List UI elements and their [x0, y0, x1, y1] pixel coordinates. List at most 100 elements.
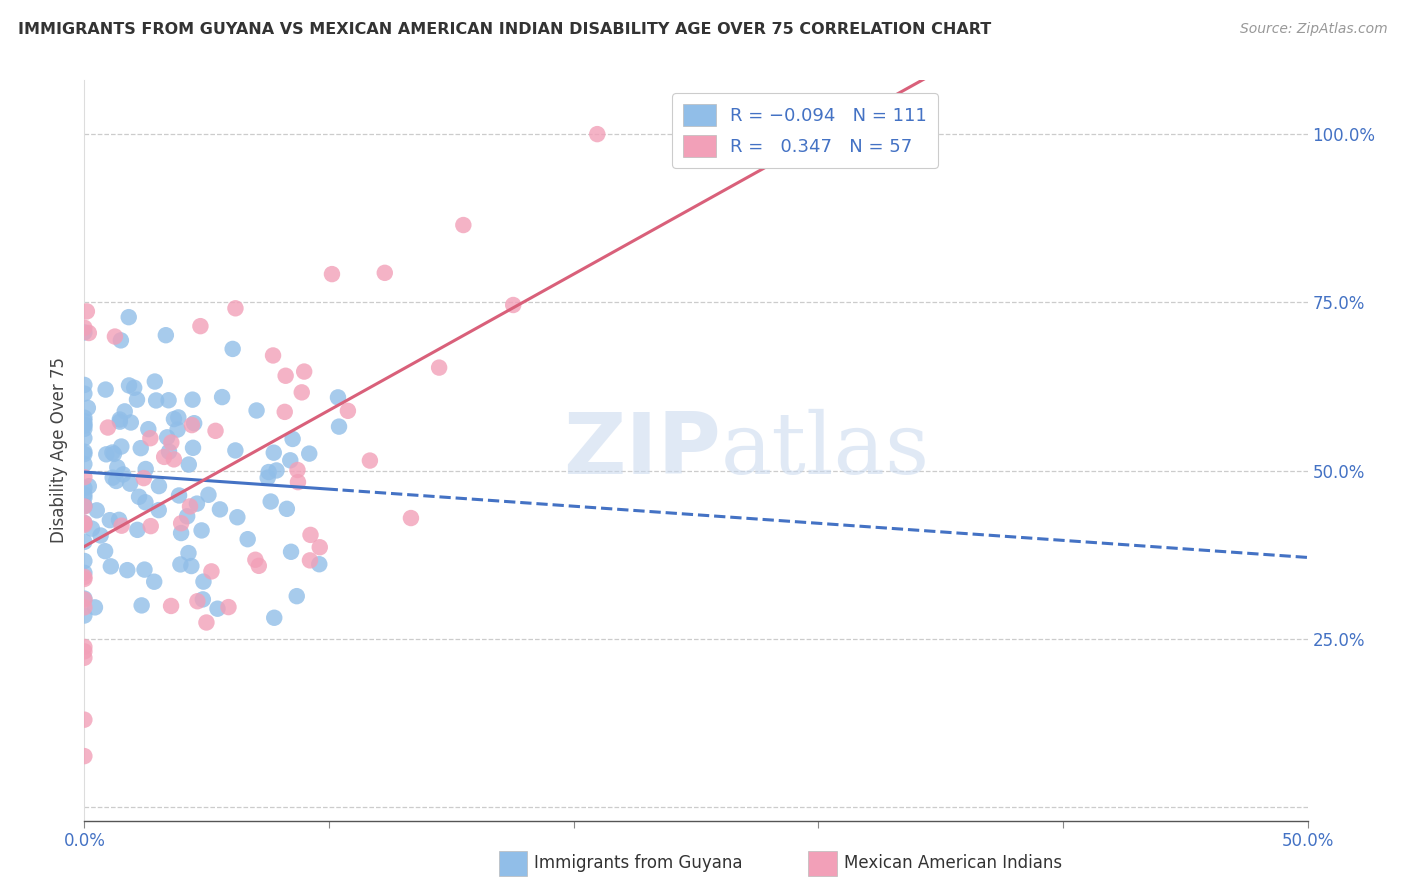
Point	[359, 453, 381, 467]
Point	[256, 471, 278, 485]
Point	[73, 566, 96, 580]
Point	[167, 488, 190, 502]
Point	[208, 502, 231, 516]
Point	[177, 458, 200, 472]
Point	[169, 558, 191, 572]
Point	[73, 320, 96, 334]
Point	[200, 565, 222, 579]
Point	[180, 418, 202, 433]
Text: atlas: atlas	[720, 409, 929, 492]
Point	[453, 218, 475, 232]
Point	[257, 465, 280, 479]
Point	[245, 553, 267, 567]
Point	[195, 615, 218, 630]
Point	[287, 463, 309, 477]
Point	[73, 516, 96, 530]
Point	[73, 386, 96, 401]
Point	[73, 500, 96, 514]
Point	[128, 490, 150, 504]
Point	[80, 522, 103, 536]
Y-axis label: Disability Age Over 75: Disability Age Over 75	[51, 358, 69, 543]
Legend: R = −0.094   N = 111, R =   0.347   N = 57: R = −0.094 N = 111, R = 0.347 N = 57	[672, 93, 938, 168]
Point	[90, 528, 112, 542]
Point	[73, 499, 96, 513]
Point	[129, 441, 152, 455]
Point	[110, 334, 132, 348]
Point	[427, 360, 450, 375]
Point	[336, 404, 359, 418]
Point	[73, 640, 96, 654]
Point	[98, 513, 121, 527]
Point	[247, 558, 270, 573]
Point	[285, 589, 308, 603]
Point	[118, 378, 141, 392]
Point	[134, 563, 156, 577]
Point	[73, 481, 96, 495]
Point	[274, 368, 297, 383]
Point	[179, 500, 201, 514]
Point	[328, 419, 350, 434]
Point	[207, 601, 229, 615]
Point	[224, 301, 246, 316]
Point	[163, 412, 186, 426]
Text: Source: ZipAtlas.com: Source: ZipAtlas.com	[1240, 22, 1388, 37]
Text: Immigrants from Guyana: Immigrants from Guyana	[534, 855, 742, 872]
Point	[73, 410, 96, 425]
Point	[77, 479, 100, 493]
Point	[125, 392, 148, 407]
Point	[108, 412, 131, 426]
Point	[112, 467, 135, 482]
Point	[76, 304, 98, 318]
Point	[166, 423, 188, 437]
Point	[502, 298, 524, 312]
Point	[260, 494, 283, 508]
Point	[94, 544, 117, 558]
Point	[190, 319, 212, 334]
Point	[287, 475, 309, 490]
Point	[321, 267, 343, 281]
Point	[73, 414, 96, 428]
Point	[177, 546, 200, 560]
Point	[148, 503, 170, 517]
Point	[180, 559, 202, 574]
Point	[97, 420, 120, 434]
Point	[298, 447, 321, 461]
Point	[157, 393, 180, 408]
Point	[73, 431, 96, 445]
Point	[120, 416, 142, 430]
Point	[176, 509, 198, 524]
Point	[143, 574, 166, 589]
Point	[94, 383, 117, 397]
Point	[245, 403, 267, 417]
Point	[118, 310, 141, 325]
Point	[263, 445, 285, 459]
Point	[292, 365, 315, 379]
Point	[73, 608, 96, 623]
Point	[120, 476, 142, 491]
Point	[117, 563, 139, 577]
Point	[73, 650, 96, 665]
Point	[132, 471, 155, 485]
Point	[100, 559, 122, 574]
Point	[153, 450, 176, 464]
Point	[276, 501, 298, 516]
Point	[73, 600, 96, 615]
Point	[110, 440, 132, 454]
Point	[586, 127, 609, 141]
Point	[193, 574, 215, 589]
Point	[73, 591, 96, 606]
Point	[73, 713, 96, 727]
Point	[108, 513, 131, 527]
Text: ZIP: ZIP	[562, 409, 720, 492]
Point	[73, 378, 96, 392]
Point	[101, 470, 124, 484]
Point	[190, 524, 212, 538]
Point	[73, 491, 96, 505]
Point	[170, 516, 193, 531]
Point	[326, 390, 349, 404]
Point	[170, 526, 193, 541]
Point	[262, 349, 284, 363]
Point	[73, 534, 96, 549]
Point	[156, 430, 179, 444]
Point	[143, 375, 166, 389]
